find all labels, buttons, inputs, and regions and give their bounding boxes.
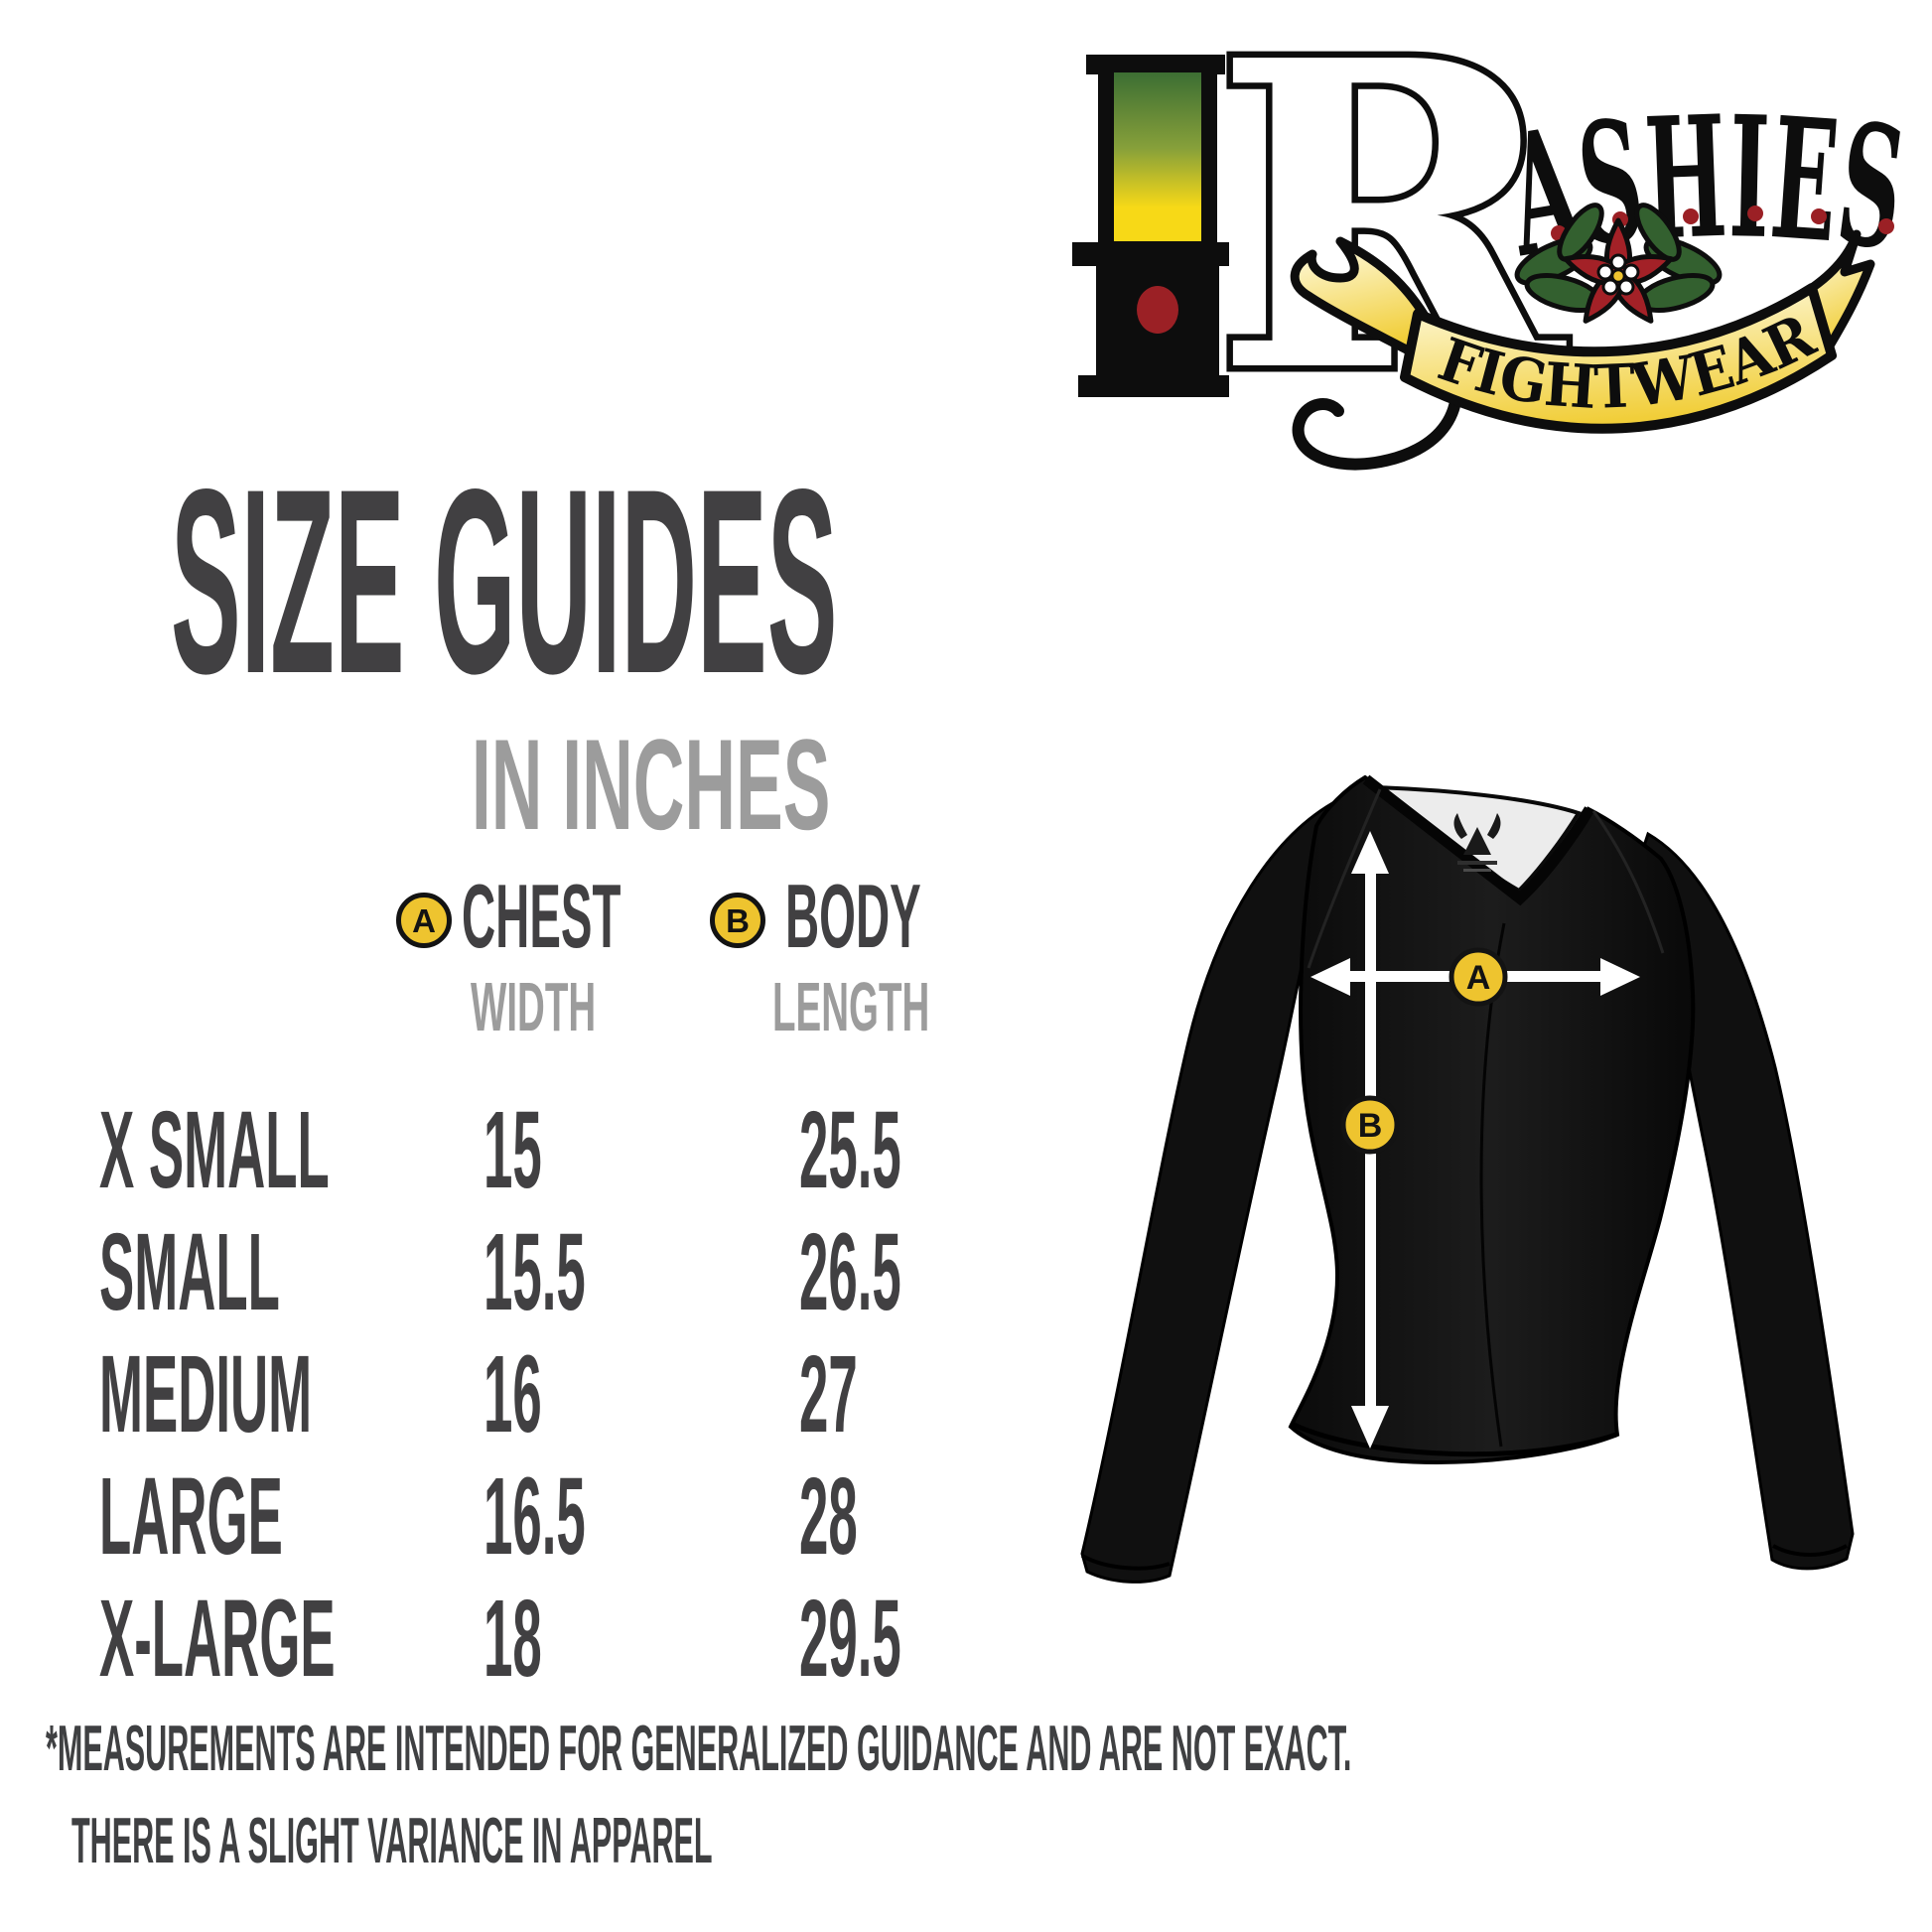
table-cell-body: 28 — [799, 1455, 858, 1578]
footnote-line-1: *MEASUREMENTS ARE INTENDED FOR GENERALIZ… — [46, 1712, 1352, 1784]
garment-diagram: A B — [1080, 774, 1855, 1584]
right-cuff — [1772, 1544, 1848, 1557]
table-row: LARGE — [99, 1455, 283, 1578]
marker-b-badge: B — [1340, 1095, 1400, 1155]
table-row: X-LARGE — [99, 1578, 336, 1700]
table-cell-body: 25.5 — [799, 1089, 901, 1211]
table-cell-chest: 16 — [483, 1333, 542, 1455]
table-cell-body: 27 — [799, 1333, 858, 1455]
table-row: MEDIUM — [99, 1333, 313, 1455]
brand-logo: R ASHIES — [1072, 28, 1914, 473]
svg-text:A: A — [1466, 959, 1491, 997]
column-a-badge: A — [396, 893, 452, 948]
table-row: X SMALL — [99, 1089, 330, 1211]
marker-a-badge: A — [1449, 947, 1508, 1007]
left-cuff — [1081, 1554, 1171, 1571]
left-sleeve — [1080, 791, 1352, 1584]
logo-initial: R — [1213, 28, 1570, 466]
hem-line — [1292, 1422, 1617, 1457]
column-b-badge: B — [710, 893, 765, 948]
table-cell-chest: 15 — [483, 1089, 542, 1211]
column-chest-subheader: WIDTH — [471, 968, 597, 1045]
collar-band — [1362, 774, 1594, 906]
table-cell-chest: 15.5 — [483, 1211, 586, 1333]
page-subtitle: IN INCHES — [471, 712, 831, 857]
footnote-line-2: THERE IS A SLIGHT VARIANCE IN APPAREL — [71, 1804, 713, 1876]
column-body-subheader: LENGTH — [772, 968, 930, 1045]
table-cell-body: 29.5 — [799, 1578, 901, 1700]
wordmark-dots — [1551, 206, 1894, 241]
table-cell-body: 26.5 — [799, 1211, 901, 1333]
column-chest-header: CHEST — [462, 867, 621, 967]
left-raglan-seam — [1307, 788, 1382, 969]
table-row: SMALL — [99, 1211, 280, 1333]
right-raglan-seam — [1591, 810, 1665, 954]
flower-icon — [1514, 203, 1723, 324]
svg-text:B: B — [1358, 1107, 1383, 1145]
column-body-header: BODY — [785, 867, 921, 967]
logo-initial-bar-icon — [1072, 55, 1229, 397]
logo-swash — [1292, 345, 1463, 471]
neck-tag-logo-icon — [1453, 813, 1501, 872]
table-cell-chest: 18 — [483, 1578, 542, 1700]
page-title: SIZE GUIDES — [171, 435, 838, 729]
table-cell-chest: 16.5 — [483, 1455, 586, 1578]
banner-ribbon-icon — [1290, 229, 1875, 434]
